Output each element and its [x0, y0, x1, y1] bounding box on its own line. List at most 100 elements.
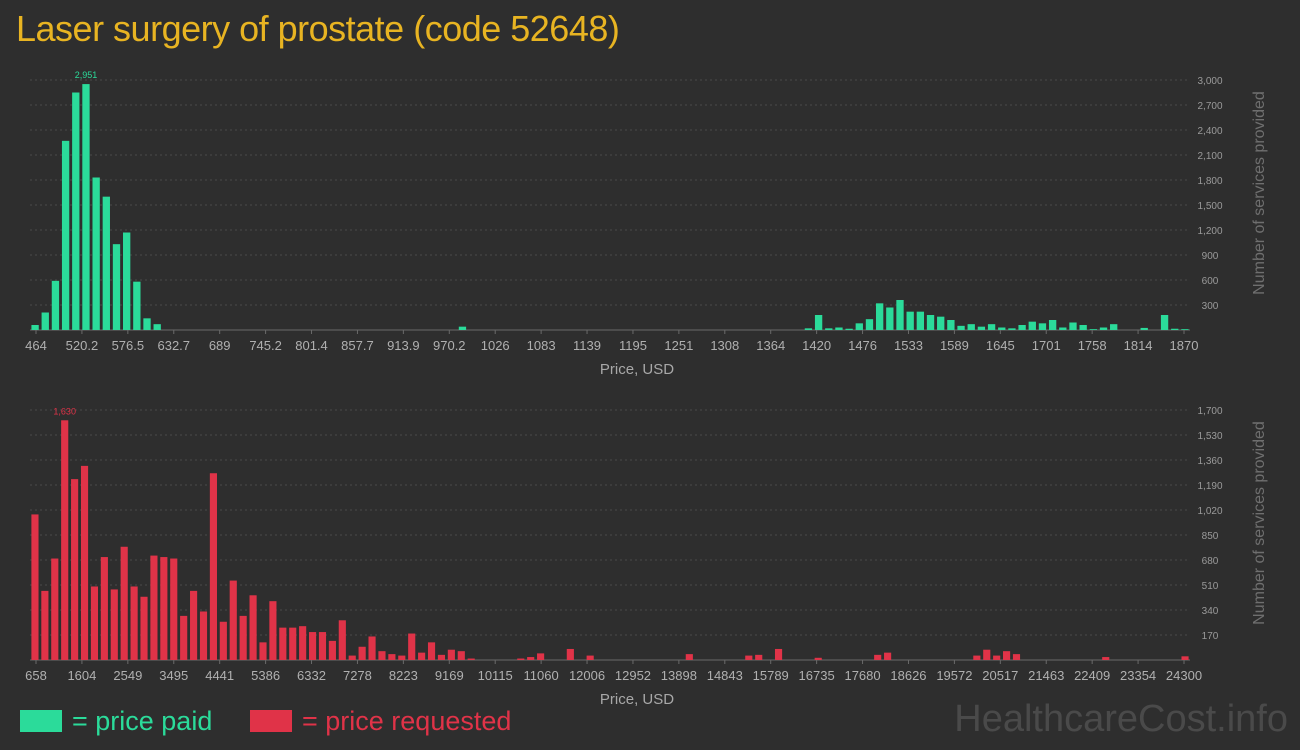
- bar: [150, 555, 158, 660]
- y-tick-label: 850: [1202, 531, 1219, 542]
- x-tick-label: 970.2: [433, 338, 466, 353]
- bar: [804, 328, 813, 330]
- bar: [586, 655, 594, 660]
- bar: [1089, 329, 1097, 330]
- x-tick-label: 3495: [159, 668, 188, 683]
- bar: [120, 546, 128, 660]
- bar: [328, 640, 336, 660]
- x-tick-label: 745.2: [249, 338, 282, 353]
- bar: [51, 558, 59, 660]
- bar: [72, 92, 80, 330]
- legend-swatch-paid: [20, 710, 62, 732]
- x-tick-label: 8223: [389, 668, 418, 683]
- bar: [825, 328, 833, 330]
- x-tick-label: 20517: [982, 668, 1018, 683]
- bar: [1181, 656, 1189, 660]
- x-tick-label: 19572: [936, 668, 972, 683]
- bar: [1059, 327, 1067, 330]
- bar: [947, 320, 955, 330]
- bar: [82, 84, 90, 330]
- bar: [467, 658, 475, 660]
- bar: [845, 328, 853, 330]
- bar: [926, 315, 935, 330]
- bar: [1003, 651, 1011, 660]
- bar: [835, 327, 843, 330]
- x-tick-label: 1364: [756, 338, 785, 353]
- bar: [906, 311, 914, 330]
- bar: [745, 655, 753, 660]
- y-axis-label: Number of services provided: [1251, 91, 1268, 295]
- legend-label-requested: = price requested: [302, 705, 512, 736]
- bar: [190, 590, 198, 660]
- bar: [153, 324, 161, 330]
- bar: [566, 648, 574, 660]
- x-tick-label: 15789: [753, 668, 789, 683]
- y-tick-label: 3,000: [1197, 76, 1222, 87]
- x-tick-label: 1604: [67, 668, 96, 683]
- x-tick-label: 1139: [573, 338, 601, 353]
- x-tick-label: 1758: [1078, 338, 1107, 353]
- x-tick-label: 22409: [1074, 668, 1110, 683]
- bar: [993, 655, 1001, 660]
- bar: [209, 473, 217, 660]
- bar: [289, 627, 297, 660]
- bar: [71, 479, 79, 660]
- bar: [398, 655, 406, 660]
- bar: [269, 601, 277, 660]
- bar: [199, 611, 208, 660]
- y-tick-label: 1,360: [1197, 456, 1222, 467]
- y-tick-label: 170: [1202, 631, 1219, 642]
- bar: [388, 654, 396, 660]
- bar: [112, 244, 121, 330]
- bar: [418, 652, 426, 660]
- x-tick-label: 1870: [1170, 338, 1199, 353]
- bar: [1171, 328, 1179, 330]
- y-tick-label: 2,700: [1197, 101, 1222, 112]
- y-tick-label: 680: [1202, 556, 1219, 567]
- bar: [1181, 329, 1189, 330]
- bar: [937, 316, 945, 330]
- x-tick-label: 9169: [435, 668, 464, 683]
- bar: [308, 632, 317, 660]
- bar: [219, 621, 227, 660]
- bar: [408, 633, 416, 660]
- watermark: HealthcareCost.info: [954, 698, 1288, 740]
- bar: [90, 586, 99, 660]
- bar: [368, 636, 376, 660]
- bar: [814, 315, 823, 330]
- bar: [1012, 654, 1021, 660]
- y-tick-label: 600: [1202, 276, 1219, 287]
- x-tick-label: 1083: [527, 338, 556, 353]
- bar: [973, 655, 981, 660]
- bar: [1038, 323, 1047, 330]
- bar: [1102, 657, 1110, 660]
- bar: [338, 620, 346, 660]
- bar: [249, 595, 257, 660]
- y-tick-label: 1,200: [1197, 226, 1222, 237]
- y-tick-label: 1,190: [1197, 481, 1222, 492]
- bar: [80, 465, 89, 660]
- bar: [814, 657, 822, 660]
- bar: [875, 303, 884, 330]
- bar: [437, 654, 446, 660]
- bar: [31, 325, 39, 330]
- bar: [299, 626, 307, 660]
- x-tick-label: 464: [25, 338, 47, 353]
- x-tick-label: 1251: [664, 338, 693, 353]
- x-tick-label: 13898: [661, 668, 697, 683]
- bar: [537, 653, 545, 660]
- bar: [61, 140, 70, 330]
- x-tick-label: 1645: [986, 338, 1015, 353]
- y-tick-label: 340: [1202, 606, 1219, 617]
- bar: [41, 312, 49, 330]
- y-tick-label: 1,700: [1197, 406, 1222, 417]
- bar: [983, 649, 991, 660]
- max-value-label: 2,951: [75, 70, 98, 80]
- bar: [110, 589, 118, 660]
- y-tick-label: 2,400: [1197, 126, 1222, 137]
- bar: [31, 514, 39, 660]
- bar: [458, 326, 467, 330]
- x-tick-label: 21463: [1028, 668, 1064, 683]
- bar: [1028, 321, 1036, 330]
- x-tick-label: 1814: [1124, 338, 1153, 353]
